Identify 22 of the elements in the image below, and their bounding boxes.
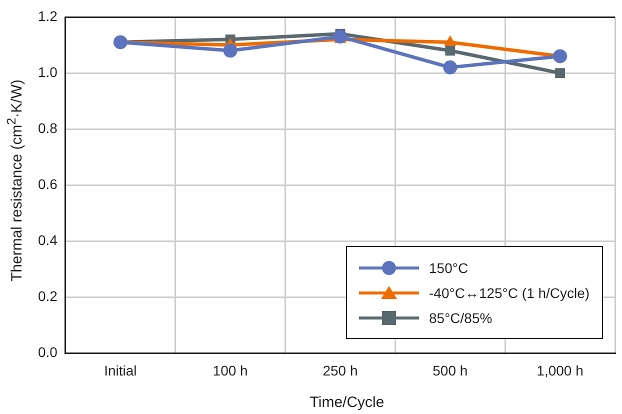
point	[443, 60, 458, 74]
y-tick-label: 1.2	[38, 8, 58, 24]
x-tick-label: 100 h	[212, 362, 248, 378]
y-tick-label: 0.2	[38, 288, 58, 304]
y-tick-label: 1.0	[38, 64, 58, 80]
point	[223, 44, 238, 58]
x-tick-label: 250 h	[322, 362, 358, 378]
point	[333, 30, 348, 44]
x-tick-label: Initial	[104, 362, 137, 378]
x-axis-title: Time/Cycle	[308, 394, 386, 411]
y-tick-label: 0.0	[38, 344, 58, 360]
x-tick-label: 500 h	[432, 362, 468, 378]
y-tick-label: 0.8	[38, 120, 58, 136]
point	[445, 46, 456, 56]
legend-label: 150°C	[429, 260, 468, 276]
point	[553, 49, 568, 64]
point	[555, 68, 565, 78]
y-tick-label: 0.4	[38, 232, 58, 248]
x-tick-label: 1,000 h	[536, 362, 584, 378]
legend-label: 85°C/85%	[429, 310, 492, 326]
legend-label: -40°C↔125°C (1 h/Cycle)	[429, 284, 590, 301]
y-tick-label: 0.6	[38, 176, 58, 192]
